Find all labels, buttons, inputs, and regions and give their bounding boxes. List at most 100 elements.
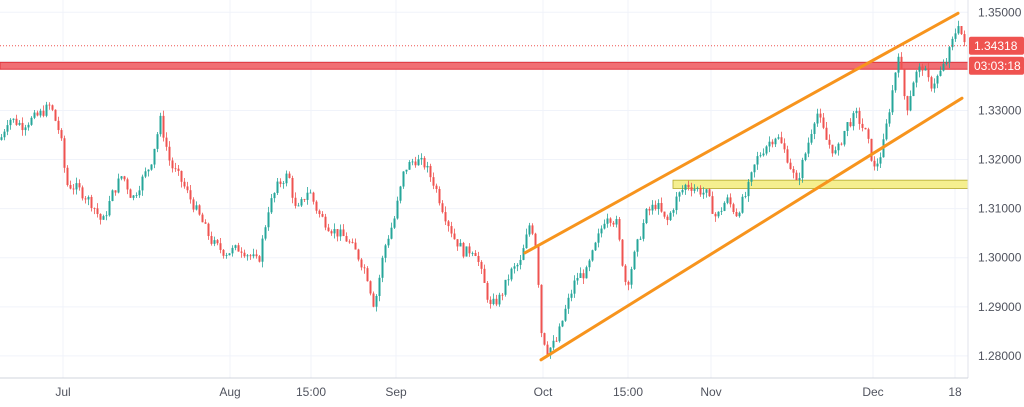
candle xyxy=(306,186,309,205)
candle-body xyxy=(78,183,81,188)
current-price-tag xyxy=(969,36,1024,55)
candle xyxy=(504,279,507,297)
candle-body xyxy=(411,161,414,163)
candle-body xyxy=(99,214,102,220)
candle xyxy=(627,280,630,291)
candle-body xyxy=(498,294,501,305)
candle xyxy=(45,101,48,118)
candle xyxy=(165,132,168,151)
candle xyxy=(360,257,363,271)
candle xyxy=(738,211,741,218)
candle xyxy=(426,161,429,173)
candle xyxy=(723,201,726,212)
candle xyxy=(135,192,138,198)
candle-body xyxy=(639,238,642,240)
candle xyxy=(528,222,531,237)
candle xyxy=(75,177,78,195)
candle xyxy=(288,171,291,179)
candle-body xyxy=(96,208,99,215)
candle xyxy=(531,223,534,236)
candle-body xyxy=(669,212,672,221)
candle-body xyxy=(213,240,216,244)
candle xyxy=(210,231,213,246)
time-tick-label: 15:00 xyxy=(613,385,643,399)
candle xyxy=(417,154,420,166)
candle xyxy=(3,129,6,141)
candle xyxy=(354,238,357,250)
candle-body xyxy=(753,164,756,173)
candle-body xyxy=(27,124,30,128)
candle xyxy=(471,251,474,257)
candle-body xyxy=(582,273,585,279)
candle-body xyxy=(705,189,708,193)
candle xyxy=(279,178,282,188)
candle-body xyxy=(558,326,561,342)
candle-body xyxy=(528,225,531,235)
candle xyxy=(813,121,816,140)
candle xyxy=(804,152,807,162)
candle-body xyxy=(321,214,324,217)
candle xyxy=(36,110,39,117)
candle xyxy=(579,267,582,279)
candle xyxy=(15,114,18,126)
price-tick-label: 1.29000 xyxy=(978,300,1022,314)
candle-body xyxy=(57,120,60,131)
candle xyxy=(42,105,45,118)
candle-body xyxy=(144,171,147,177)
candle-body xyxy=(309,192,312,194)
candle-body xyxy=(948,47,951,63)
candle-body xyxy=(618,219,621,240)
candle-body xyxy=(402,171,405,187)
candle-body xyxy=(117,178,120,193)
candle xyxy=(960,25,963,36)
candle xyxy=(312,191,315,205)
candle xyxy=(243,249,246,258)
candle xyxy=(147,169,150,177)
candle-body xyxy=(492,298,495,305)
candle xyxy=(639,236,642,241)
candle xyxy=(171,157,174,173)
candle-body xyxy=(831,144,834,154)
candle xyxy=(453,228,456,240)
candle-body xyxy=(663,211,666,217)
candle xyxy=(903,68,906,100)
candle-body xyxy=(357,249,360,260)
candle xyxy=(726,194,729,205)
candle-body xyxy=(708,189,711,197)
candle-body xyxy=(39,110,42,116)
candle-body xyxy=(804,153,807,160)
candle-body xyxy=(135,195,138,196)
candle xyxy=(852,110,855,131)
candle xyxy=(912,81,915,97)
candle xyxy=(678,191,681,202)
time-tick-label: Aug xyxy=(219,385,240,399)
candle xyxy=(648,206,651,216)
price-tick-label: 1.35000 xyxy=(978,5,1022,19)
grid xyxy=(0,0,968,378)
candle xyxy=(609,217,612,227)
candle xyxy=(420,153,423,165)
candle-body xyxy=(486,282,489,300)
candle xyxy=(513,263,516,274)
candle-body xyxy=(711,196,714,214)
candle xyxy=(492,293,495,306)
candle xyxy=(567,293,570,314)
candle-body xyxy=(813,123,816,134)
candle xyxy=(390,222,393,240)
candle xyxy=(81,185,84,201)
candle-body xyxy=(12,118,15,120)
candle-body xyxy=(657,203,660,210)
candle xyxy=(195,201,198,211)
candle xyxy=(942,59,945,72)
candle-body xyxy=(513,266,516,269)
candle-body xyxy=(21,122,24,131)
candle-body xyxy=(735,211,738,217)
candle-body xyxy=(393,218,396,228)
price-tick-label: 1.32000 xyxy=(978,153,1022,167)
candle xyxy=(465,246,468,257)
candle xyxy=(519,255,522,270)
candle xyxy=(783,138,786,153)
candle-body xyxy=(594,242,597,251)
candle xyxy=(756,151,759,170)
